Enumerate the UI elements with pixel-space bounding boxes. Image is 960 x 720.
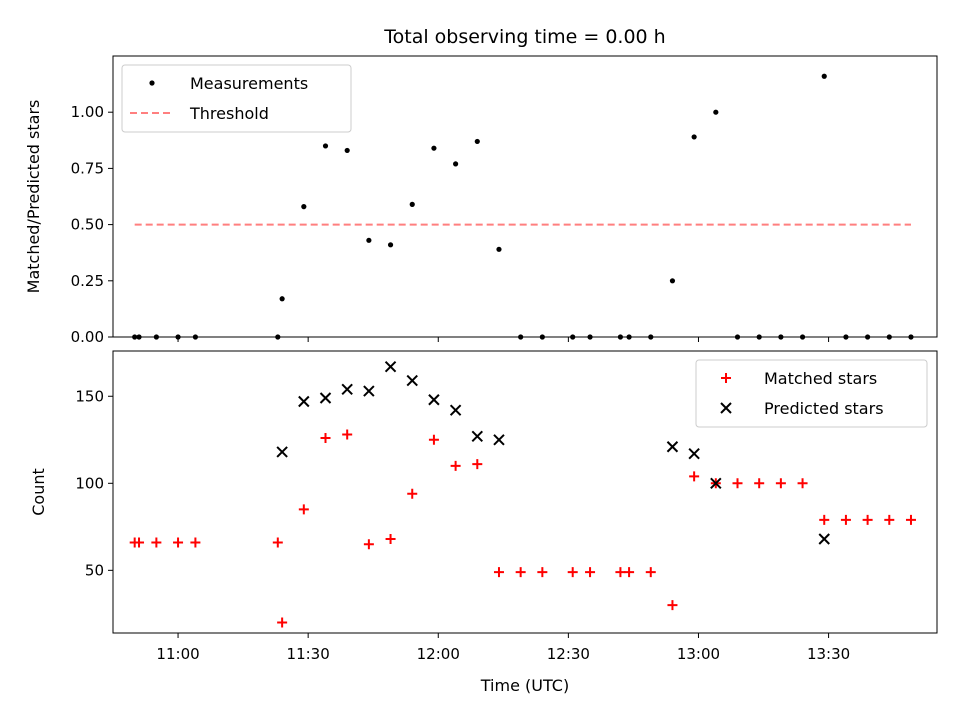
matched-point [272, 537, 283, 548]
matched-point [624, 567, 635, 578]
measurement-point [344, 147, 350, 154]
matched-point [472, 459, 483, 470]
predicted-point [818, 533, 830, 545]
matched-point [363, 539, 374, 550]
matched-point [342, 429, 353, 440]
measurement-point [453, 161, 459, 167]
measurement-point [366, 237, 372, 243]
matched-point [645, 567, 656, 578]
matched-point [819, 514, 830, 525]
matched-point [537, 567, 548, 578]
matched-point [298, 504, 309, 515]
measurement-point [301, 204, 307, 210]
predicted-point [493, 434, 505, 446]
matched-point [515, 567, 526, 578]
measurement-point [322, 143, 329, 149]
matched-point [862, 514, 873, 525]
matched-point [277, 617, 288, 628]
measurement-point [474, 138, 480, 145]
measurement-point [669, 278, 676, 284]
legend-measurement-swatch [149, 80, 155, 86]
y-tick-label: 0.75 [71, 159, 104, 177]
predicted-point [276, 446, 288, 458]
y-axis-label: Matched/Predicted stars [24, 100, 43, 294]
matched-point [493, 567, 504, 578]
count-panel: 50 100 150 11:00 11:30 12:00 12:30 13:00 13:30 Co… [29, 350, 938, 695]
x-tick-label: 11:00 [156, 645, 199, 663]
legend-matched-swatch [721, 373, 731, 383]
matched-point [905, 514, 916, 525]
predicted-point [449, 404, 462, 416]
predicted-point [298, 395, 310, 408]
legend-box [121, 64, 352, 133]
y-tick-label: 50 [85, 561, 104, 579]
matched-point [840, 514, 851, 525]
matched-point [775, 478, 786, 489]
matched-point [190, 537, 201, 548]
x-tick-label: 13:30 [807, 645, 850, 663]
measurement-point [713, 109, 719, 115]
x-tick-label: 12:30 [547, 645, 590, 663]
predicted-point [666, 441, 679, 453]
legend-predicted-swatch [720, 402, 732, 414]
predicted-point [710, 477, 722, 490]
matched-point [407, 488, 418, 499]
matched-point [320, 433, 331, 444]
y-tick-label: 0.00 [71, 328, 104, 346]
matched-point [450, 460, 461, 471]
y-tick-label: 0.50 [71, 216, 104, 234]
matched-point [385, 534, 396, 544]
plot-frame [112, 55, 938, 338]
y-tick-label: 0.25 [71, 272, 104, 290]
matched-point [884, 514, 895, 525]
measurement-point [279, 296, 285, 302]
legend-box [695, 359, 928, 428]
y-tick-label: 100 [75, 474, 104, 492]
matched-point [567, 567, 578, 578]
measurement-point [409, 201, 415, 207]
matched-point [173, 537, 184, 548]
matched-point [428, 434, 439, 445]
measurement-point [821, 73, 827, 79]
matched-point [689, 471, 700, 482]
matched-point [585, 567, 596, 578]
matched-point [667, 600, 678, 611]
predicted-point [406, 374, 418, 387]
legend-label: Measurements [190, 74, 308, 93]
measurement-point [431, 145, 437, 151]
measurement-point [387, 242, 394, 248]
predicted-point [319, 392, 332, 404]
predicted-point [688, 447, 700, 460]
matched-point [732, 478, 743, 489]
y-axis-label: Count [29, 468, 48, 516]
y-tick-label: 150 [75, 387, 104, 405]
matched-point [134, 537, 145, 548]
legend-label: Matched stars [764, 369, 877, 388]
x-tick-label: 12:00 [417, 645, 460, 663]
measurement-point [496, 246, 502, 252]
plot-frame [112, 350, 938, 634]
matched-point [615, 567, 626, 578]
predicted-point [384, 360, 397, 373]
predicted-point [363, 385, 375, 397]
predicted-point [471, 430, 484, 443]
ratio-panel: 0.00 0.25 0.50 0.75 1.00 Matched/Predicted st… [24, 55, 938, 346]
legend-label: Predicted stars [764, 399, 884, 418]
matched-point [151, 537, 162, 548]
figure-title: Total observing time = 0.00 h [383, 26, 665, 48]
predicted-point [428, 394, 440, 406]
x-axis-label: Time (UTC) [480, 676, 569, 695]
predicted-point [341, 383, 353, 396]
matched-point [797, 478, 808, 489]
matched-point [754, 478, 765, 489]
y-tick-label: 1.00 [71, 103, 104, 121]
measurement-point [691, 134, 697, 140]
x-tick-label: 13:00 [677, 645, 720, 663]
legend-label: Threshold [189, 104, 269, 123]
x-tick-label: 11:30 [287, 645, 330, 663]
